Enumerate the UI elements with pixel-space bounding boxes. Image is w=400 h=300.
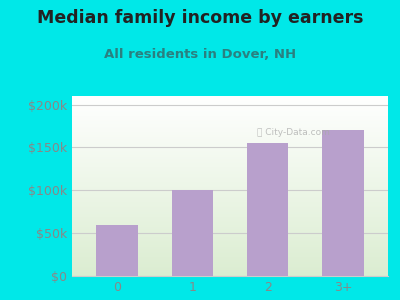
Bar <box>172 190 213 276</box>
Text: Median family income by earners: Median family income by earners <box>37 9 363 27</box>
Bar <box>247 143 288 276</box>
Bar <box>96 225 138 276</box>
Text: All residents in Dover, NH: All residents in Dover, NH <box>104 48 296 61</box>
Text: Ⓜ City-Data.com: Ⓜ City-Data.com <box>257 128 330 136</box>
Bar <box>322 130 364 276</box>
